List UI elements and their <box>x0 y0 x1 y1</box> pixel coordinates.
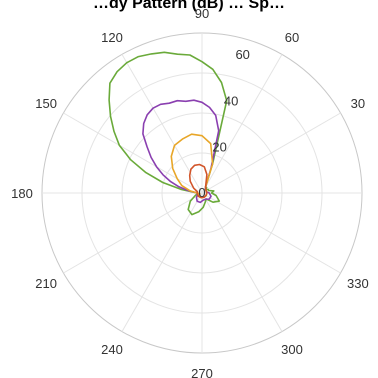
angle-tick-label: 150 <box>35 96 57 111</box>
series-line-4 <box>188 163 208 199</box>
polar-grid <box>41 32 363 354</box>
grid-spoke <box>201 112 341 194</box>
angle-tick-label: 60 <box>285 30 299 45</box>
angle-tick-label: 300 <box>281 342 303 357</box>
radial-tick-label: 20 <box>212 140 226 155</box>
angle-tick-label: 180 <box>11 186 33 201</box>
grid-spoke <box>121 192 203 332</box>
angle-tick-label: 210 <box>35 276 57 291</box>
chart-title: …dy Pattern (dB) … Sp… <box>93 0 285 12</box>
angle-tick-label: 120 <box>101 30 123 45</box>
radial-tick-label: 40 <box>224 93 238 108</box>
grid-spoke <box>121 54 203 194</box>
grid-spoke <box>63 112 203 194</box>
radial-tick-label-zero: 0 <box>198 185 205 200</box>
angle-tick-label: 270 <box>191 366 213 378</box>
grid-spoke <box>201 192 283 332</box>
series-layer <box>108 51 228 216</box>
angle-tick-label: 240 <box>101 342 123 357</box>
radial-tick-label: 60 <box>235 47 249 62</box>
angle-tick-label: 30 <box>351 96 365 111</box>
angle-labels: 0 30 60 90 120 150 180 210 240 270 300 330 <box>11 6 369 378</box>
angle-tick-label: 330 <box>347 276 369 291</box>
angle-tick-label: 90 <box>195 6 209 21</box>
series-line-2 <box>142 99 220 204</box>
grid-spoke <box>201 192 341 274</box>
grid-spoke <box>201 54 283 194</box>
radial-labels: 20 40 60 0 <box>198 47 250 200</box>
grid-spoke <box>63 192 203 274</box>
